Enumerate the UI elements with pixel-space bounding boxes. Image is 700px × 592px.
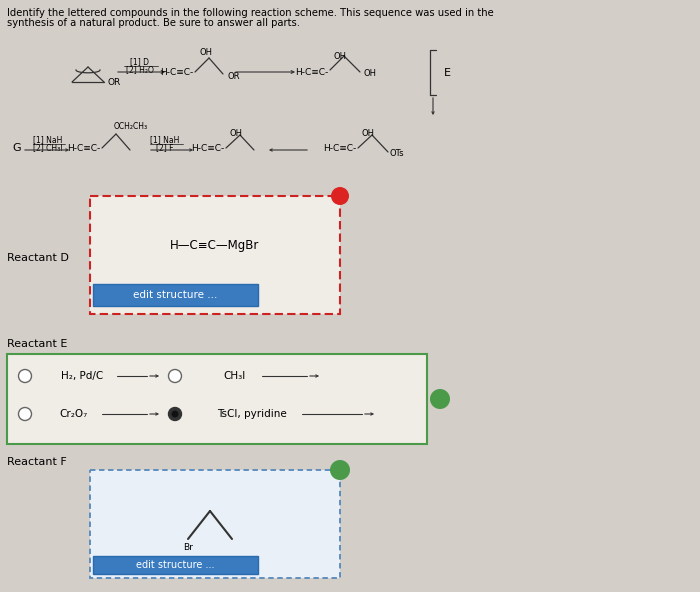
Text: OH: OH [364,69,377,78]
Text: TsCl, pyridine: TsCl, pyridine [217,409,287,419]
Text: ✓: ✓ [435,392,445,406]
Circle shape [430,389,450,409]
Bar [7,354,427,444]
Text: OH: OH [199,47,213,56]
Text: E: E [444,68,451,78]
Text: OH: OH [230,128,242,137]
Text: H-C≡C-: H-C≡C- [323,143,356,153]
Circle shape [169,407,181,420]
Text: OTs: OTs [390,149,405,157]
Text: H-C≡C-: H-C≡C- [190,143,224,153]
Bar [93,284,258,306]
Bar [90,196,340,314]
Text: CH₃I: CH₃I [224,371,246,381]
Bar [90,470,340,578]
Text: edit structure ...: edit structure ... [133,290,218,300]
Text: Br: Br [183,542,193,552]
Text: Reactant E: Reactant E [7,339,67,349]
Text: [1] NaH: [1] NaH [150,136,180,144]
Text: H-C≡C-: H-C≡C- [160,67,193,76]
Text: OH: OH [333,52,346,60]
Circle shape [331,187,349,205]
Text: H₂, Pd/C: H₂, Pd/C [61,371,103,381]
Text: [1] D: [1] D [130,57,150,66]
Circle shape [18,407,32,420]
Text: G: G [12,143,20,153]
Text: [2] CH₃I: [2] CH₃I [34,143,63,153]
Text: H-C≡C-: H-C≡C- [66,143,100,153]
Text: ×: × [335,191,344,201]
Text: Identify the lettered compounds in the following reaction scheme. This sequence : Identify the lettered compounds in the f… [7,8,493,18]
Bar [93,556,258,574]
Text: OCH₂CH₃: OCH₂CH₃ [114,121,148,130]
Text: edit structure ...: edit structure ... [136,560,215,570]
Circle shape [172,410,178,417]
Text: OH: OH [361,128,374,137]
Text: H—C≡C—MgBr: H—C≡C—MgBr [170,239,260,252]
Text: [1] NaH: [1] NaH [34,136,63,144]
Text: Reactant F: Reactant F [7,457,66,467]
Text: Cr₂O₇: Cr₂O₇ [60,409,88,419]
Text: Reactant D: Reactant D [7,253,69,263]
Text: synthesis of a natural product. Be sure to answer all parts.: synthesis of a natural product. Be sure … [7,18,300,28]
Text: OR: OR [227,72,239,81]
Text: OR: OR [108,78,121,86]
Circle shape [330,460,350,480]
Text: H-C≡C-: H-C≡C- [295,67,328,76]
Circle shape [169,369,181,382]
Text: [2] F: [2] F [156,143,174,153]
Text: ✓: ✓ [335,464,345,477]
Circle shape [18,369,32,382]
Text: [2] H₂O: [2] H₂O [126,66,154,75]
